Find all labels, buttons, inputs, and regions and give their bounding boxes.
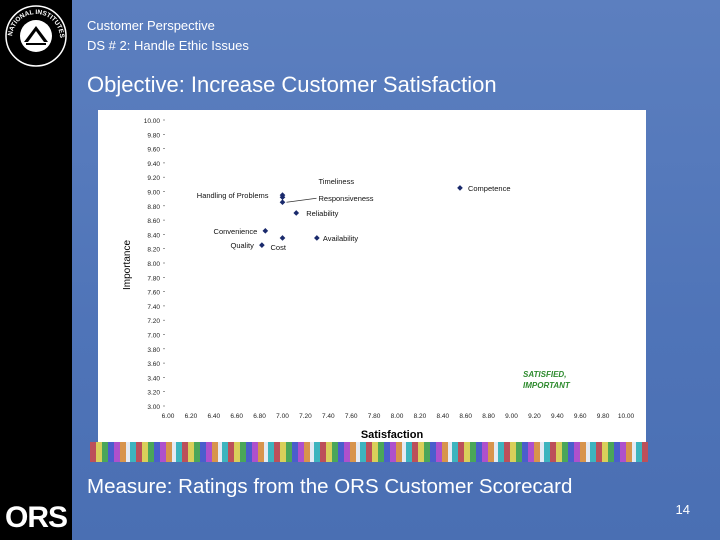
scatter-point — [293, 210, 300, 216]
scatter-point — [279, 235, 286, 241]
point-label: Reliability — [306, 209, 338, 218]
point-label: Quality — [231, 241, 255, 250]
y-tick-label: 8.00 — [147, 261, 160, 268]
x-tick-label: 6.60 — [230, 413, 243, 420]
x-tick-label: 6.40 — [207, 413, 220, 420]
y-tick-label: 7.20 — [147, 318, 160, 325]
x-tick-label: 6.00 — [162, 413, 175, 420]
y-tick-label: 8.60 — [147, 218, 160, 225]
ors-logo: ORS — [4, 501, 68, 534]
y-tick-label: 3.00 — [147, 404, 160, 411]
x-tick-label: 8.20 — [414, 413, 427, 420]
point-label: Handling of Problems — [197, 191, 269, 200]
y-tick-label: 8.40 — [147, 232, 160, 239]
y-tick-label: 8.80 — [147, 204, 160, 211]
scatter-point — [279, 199, 286, 206]
scatter-point — [457, 185, 463, 191]
leader-line — [286, 197, 317, 203]
x-tick-label: 9.80 — [597, 413, 610, 420]
point-label: Responsiveness — [319, 194, 374, 203]
y-tick-label: 3.40 — [147, 375, 160, 382]
quadrant-label-line-1: SATISFIED, — [523, 370, 566, 379]
y-tick-label: 9.00 — [147, 190, 160, 197]
breadcrumb-line-1: Customer Perspective — [87, 18, 215, 33]
x-tick-label: 7.00 — [276, 413, 289, 420]
x-tick-label: 8.80 — [482, 413, 495, 420]
y-tick-label: 9.20 — [147, 175, 160, 182]
page-number: 14 — [675, 502, 690, 517]
scatter-chart: 3.00 3.20 3.40 3.60 3.80 7.00 7.20 7.40 7.60 7.80… — [122, 118, 635, 441]
x-tick-label: 7.20 — [299, 413, 312, 420]
x-tick-label: 7.80 — [368, 413, 381, 420]
x-tick-label: 9.40 — [551, 413, 564, 420]
x-tick-label: 6.20 — [185, 413, 198, 420]
y-tick-label: 8.20 — [147, 247, 160, 254]
x-tick-label: 9.60 — [574, 413, 587, 420]
y-tick-label: 7.60 — [147, 290, 160, 297]
x-tick-label: 9.00 — [505, 413, 518, 420]
y-tick-label: 3.20 — [147, 390, 160, 397]
y-tick-label: 7.40 — [147, 304, 160, 311]
y-tick-label: 9.60 — [147, 147, 160, 154]
breadcrumb-line-2: DS # 2: Handle Ethic Issues — [87, 38, 249, 53]
slide-title: Objective: Increase Customer Satisfactio… — [87, 72, 497, 97]
point-label: Competence — [468, 184, 511, 193]
y-tick-label: 9.40 — [147, 161, 160, 168]
y-tick-label: 9.80 — [147, 132, 160, 139]
x-tick-label: 8.60 — [459, 413, 472, 420]
quadrant-label-line-2: IMPORTANT — [523, 381, 571, 390]
point-label: Timeliness — [319, 177, 355, 186]
y-tick-label: 3.80 — [147, 347, 160, 354]
y-tick-label: 10.00 — [144, 118, 161, 125]
y-tick-label: 7.00 — [147, 333, 160, 340]
x-tick-label: 8.40 — [436, 413, 449, 420]
y-axis-label: Importance — [122, 240, 133, 290]
chart-frame: 3.00 3.20 3.40 3.60 3.80 7.00 7.20 7.40 7.60 7.80… — [98, 110, 646, 442]
x-tick-label: 7.60 — [345, 413, 358, 420]
x-tick-label: 8.00 — [391, 413, 404, 420]
x-tick-label: 10.00 — [618, 413, 635, 420]
point-label: Availability — [323, 234, 359, 243]
x-axis-label: Satisfaction — [361, 429, 424, 441]
scatter-point — [259, 242, 265, 248]
x-tick-label: 7.40 — [322, 413, 335, 420]
y-tick-label: 3.60 — [147, 361, 160, 368]
x-tick-label: 6.80 — [253, 413, 266, 420]
footer-measure: Measure: Ratings from the ORS Customer S… — [87, 475, 573, 498]
point-label: Convenience — [214, 227, 258, 236]
scatter-point — [279, 194, 286, 201]
sidebar: NATIONAL INSTITUTES OF HEALTH ORS — [0, 0, 72, 540]
x-tick-label: 9.20 — [528, 413, 541, 420]
scatter-point — [262, 227, 269, 234]
decorative-strip — [90, 442, 648, 462]
y-tick-label: 7.80 — [147, 275, 160, 282]
point-label: Cost — [271, 243, 287, 252]
breadcrumb: Customer Perspective DS # 2: Handle Ethi… — [87, 16, 249, 56]
nih-logo-icon: NATIONAL INSTITUTES OF HEALTH — [4, 4, 67, 67]
scatter-point — [314, 235, 320, 241]
